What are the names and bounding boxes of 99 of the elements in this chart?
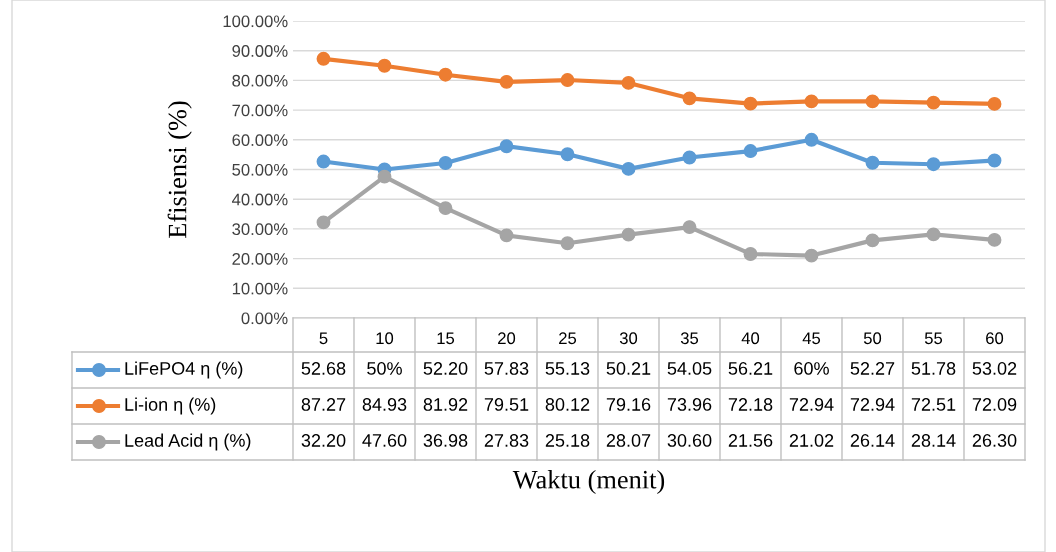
point: [926, 157, 941, 172]
data-label: 32.20: [301, 434, 346, 447]
x-tick-label: 55: [924, 332, 943, 345]
data-label: 87.27: [301, 398, 346, 411]
y-tick-label: 70.00%: [232, 104, 288, 117]
data-label: 21.56: [728, 434, 773, 447]
point: [743, 96, 758, 111]
point: [743, 144, 758, 159]
data-label: 60%: [794, 362, 829, 375]
data-label: 26.14: [850, 434, 895, 447]
point: [621, 75, 636, 90]
data-label: 47.60: [362, 434, 407, 447]
point: [926, 95, 941, 110]
x-tick-label: 50: [863, 332, 882, 345]
point: [560, 147, 575, 162]
y-tick-label: 80.00%: [232, 74, 288, 87]
data-label: 52.27: [850, 362, 895, 375]
x-tick-label: 35: [680, 332, 699, 345]
point: [743, 247, 758, 261]
y-tick-label: 60.00%: [232, 134, 288, 146]
data-label: 30.60: [667, 434, 712, 447]
y-tick-label: 0.00%: [241, 312, 288, 325]
y-tick-label: 30.00%: [232, 223, 288, 236]
point: [377, 58, 392, 73]
point: [987, 96, 1002, 111]
data-label: 72.94: [789, 398, 834, 411]
point: [926, 227, 941, 242]
data-label: 28.07: [606, 434, 651, 447]
data-label: 72.18: [728, 398, 773, 411]
y-tick-label: 40.00%: [232, 193, 288, 206]
data-label: 51.78: [911, 362, 956, 375]
x-tick-label: 10: [376, 332, 394, 345]
point: [499, 228, 514, 243]
data-label: 26.30: [972, 434, 1017, 447]
point: [316, 215, 331, 230]
point: [377, 169, 392, 184]
data-label: 72.09: [972, 398, 1017, 411]
data-label: 73.96: [667, 398, 712, 411]
y-tick-label: 90.00%: [232, 45, 288, 57]
x-axis-title: Waktu (menit): [512, 470, 665, 494]
data-label: 36.98: [423, 434, 468, 447]
data-label: 27.83: [484, 434, 529, 447]
point: [621, 227, 636, 242]
point: [682, 220, 697, 235]
y-tick-label: 50.00%: [232, 163, 288, 176]
data-label: 50%: [367, 362, 402, 375]
data-label: 52.20: [423, 362, 468, 375]
x-tick-label: 45: [802, 332, 821, 345]
x-tick-label: 20: [498, 332, 516, 345]
data-label: 50.21: [606, 362, 651, 375]
x-tick-label: 15: [437, 332, 455, 345]
data-label: 84.93: [362, 398, 407, 411]
data-label: 79.51: [484, 398, 529, 411]
point: [499, 139, 514, 154]
point: [804, 132, 819, 147]
data-label: 52.68: [301, 362, 346, 375]
y-tick-label: 10.00%: [232, 282, 288, 295]
data-label: 57.83: [484, 362, 529, 375]
legend-label: LiFePO4 η (%): [125, 361, 243, 379]
point: [560, 236, 575, 251]
point: [560, 73, 575, 87]
data-label: 81.92: [423, 398, 468, 411]
x-tick-label: 30: [619, 332, 638, 345]
point: [438, 67, 453, 82]
point: [316, 154, 331, 169]
point: [499, 74, 514, 89]
x-tick-label: 40: [741, 332, 760, 345]
point: [682, 91, 697, 106]
point: [438, 201, 453, 216]
point: [621, 161, 636, 176]
y-tick-label: 100.00%: [223, 15, 288, 28]
x-tick-label: 25: [559, 332, 577, 345]
data-label: 55.13: [545, 362, 590, 375]
point: [865, 233, 880, 248]
point: [865, 94, 880, 109]
point: [316, 51, 331, 66]
y-tick-label: 20.00%: [232, 253, 288, 265]
point: [804, 248, 819, 263]
point: [682, 150, 697, 165]
point: [987, 232, 1002, 247]
data-label: 72.94: [850, 398, 895, 411]
point: [865, 155, 880, 170]
data-label: 72.51: [911, 398, 956, 411]
data-label: 25.18: [545, 434, 590, 447]
data-label: 21.02: [789, 434, 834, 447]
point: [438, 156, 453, 170]
point: [987, 153, 1002, 168]
data-label: 80.12: [545, 398, 590, 411]
data-label: 79.16: [606, 398, 651, 411]
data-label: 54.05: [667, 362, 712, 375]
data-label: 53.02: [972, 362, 1017, 375]
data-label: 56.21: [728, 362, 773, 375]
x-tick-label: 60: [986, 332, 1004, 345]
legend-label: Lead Acid η (%): [125, 433, 251, 451]
legend-label: Li-ion η (%): [125, 397, 216, 415]
y-axis-title: Efisiensi (%): [167, 101, 192, 238]
point: [804, 94, 819, 109]
x-tick-label: 5: [319, 332, 328, 345]
data-label: 28.14: [911, 434, 956, 447]
